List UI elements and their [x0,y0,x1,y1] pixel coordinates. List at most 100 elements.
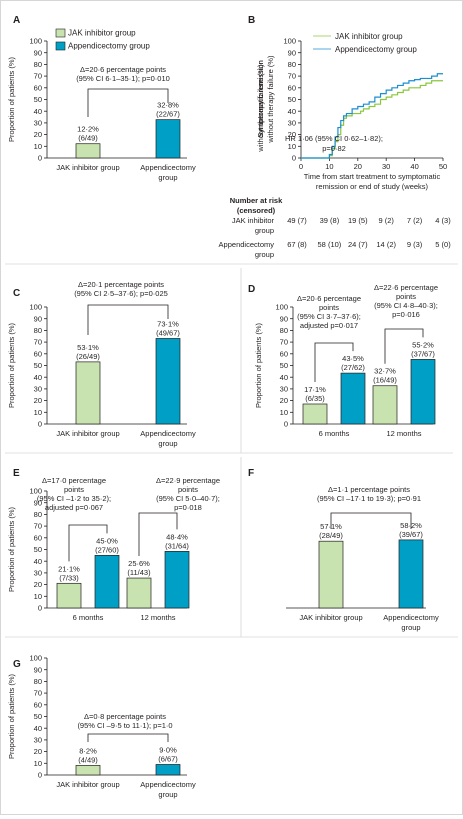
panel-letter: D [248,284,255,295]
risk-row-label: group [255,226,274,235]
comparison-bracket [384,328,424,364]
x-tick-label: group [158,173,177,182]
y-tick-label: 40 [34,557,42,566]
data-label-count: (31/64) [165,541,189,550]
data-label-count: (4/49) [78,755,98,764]
y-tick-label: 80 [34,326,42,335]
y-tick-label: 70 [288,72,296,81]
y-tick-label: 20 [288,130,296,139]
comparison-bracket [68,524,108,562]
comparison-annotation: Δ=20·6 percentage points [80,65,166,74]
y-tick-label: 90 [34,498,42,507]
x-tick-label: group [401,623,420,632]
x-tick-label: 30 [382,162,390,171]
y-tick-label: 10 [288,142,296,151]
y-tick-label: 50 [34,712,42,721]
bar-jak [75,143,101,159]
y-axis-label: without therapy failure (%) [256,64,265,153]
km-line-appendicectomy [301,73,443,159]
x-tick-label: 10 [325,162,333,171]
comparison-annotation: (95% CI 3·7–37·6); [297,312,361,321]
x-tick-label: 6 months [319,429,350,438]
y-tick-label: 100 [29,487,42,496]
data-label-value: 32·7% [374,367,396,376]
data-label-value: 21·1% [58,564,80,573]
y-axis-label: Symptomatic remission [256,60,265,138]
risk-value: 49 (7) [287,216,307,225]
comparison-bracket [138,512,178,557]
bar-appendicectomy [155,338,181,425]
panel-letter: C [13,288,20,299]
bar-6-months-jak [302,403,328,425]
y-axis-label: Symptomatic remission [256,60,265,138]
risk-row-label: JAK inhibitor [232,216,275,225]
y-tick-label: 100 [29,303,42,312]
y-tick-label: 60 [34,700,42,709]
y-tick-label: 100 [275,303,288,312]
comparison-annotation: points [64,485,84,494]
y-tick-label: 20 [34,580,42,589]
data-label-value: 48·4% [166,532,188,541]
comparison-annotation: p=0·016 [392,310,420,319]
comparison-annotation: Δ=20·6 percentage [297,294,361,303]
y-tick-label: 70 [34,338,42,347]
comparison-annotation: points [319,303,339,312]
y-tick-label: 0 [284,420,288,429]
x-tick-label: 6 months [73,613,104,622]
y-tick-label: 20 [34,747,42,756]
y-tick-label: 30 [34,119,42,128]
risk-value: 39 (8) [320,216,340,225]
panel-letter: B [248,15,255,26]
y-axis-label: Proportion of patients (%) [7,673,16,759]
y-tick-label: 90 [34,314,42,323]
data-label-count: (6/67) [158,754,178,763]
x-tick-label: JAK inhibitor group [56,429,119,438]
y-tick-label: 100 [283,37,296,46]
y-tick-label: 70 [34,689,42,698]
bar-jak [75,361,101,425]
x-tick-label: 20 [354,162,362,171]
y-tick-label: 60 [34,83,42,92]
y-tick-label: 0 [38,604,42,613]
y-tick-label: 50 [34,95,42,104]
y-tick-label: 50 [34,545,42,554]
y-tick-label: 80 [288,60,296,69]
y-axis-label: Proportion of patients (%) [7,506,16,592]
comparison-bracket [87,88,169,117]
comparison-annotation: (95% CI –17·1 to 19·3); p=0·91 [317,494,421,503]
y-tick-label: 90 [34,48,42,57]
data-label-count: (27/60) [95,545,119,554]
x-tick-label: 40 [410,162,418,171]
risk-value: 24 (7) [348,240,368,249]
x-tick-label: group [158,439,177,448]
y-tick-label: 10 [34,759,42,768]
data-label-count: (11/43) [127,568,151,577]
risk-value: 14 (2) [376,240,396,249]
y-tick-label: 50 [34,361,42,370]
y-tick-label: 70 [280,338,288,347]
y-tick-label: 80 [34,60,42,69]
y-tick-label: 70 [34,72,42,81]
data-label-value: 25·6% [128,559,150,568]
comparison-annotation: Δ=22·6 percentage [374,283,438,292]
risk-table-title: Number at risk [230,196,283,205]
x-tick-label: 0 [299,162,303,171]
bar-12-months-jak [372,385,398,425]
data-label-count: (6/35) [305,394,325,403]
x-tick-label: 12 months [140,613,175,622]
x-tick-label: JAK inhibitor group [56,163,119,172]
comparison-bracket [87,733,169,742]
y-tick-label: 60 [280,349,288,358]
risk-table-title: (censored) [237,206,276,215]
y-tick-label: 0 [38,154,42,163]
data-label-value: 53·1% [77,343,99,352]
y-tick-label: 60 [288,83,296,92]
comparison-annotation: adjusted p=0·017 [300,321,358,330]
x-axis-label: remission or end of study (weeks) [316,182,429,191]
legend-label-jak: JAK inhibitor group [68,29,136,38]
y-tick-label: 30 [34,736,42,745]
hazard-ratio-annotation: HR 1·06 (95% CI 0·62–1·82); [285,134,383,143]
y-tick-label: 50 [288,95,296,104]
data-label-count: (6/49) [78,134,98,143]
